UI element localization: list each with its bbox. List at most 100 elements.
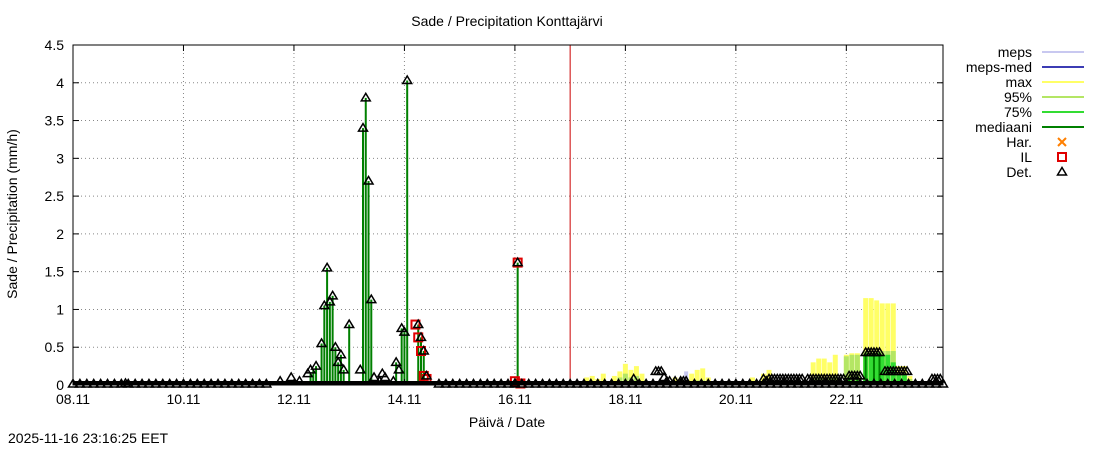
det-marker	[87, 378, 100, 388]
det-marker	[923, 378, 936, 388]
det-marker	[337, 363, 350, 374]
det-marker	[812, 378, 825, 388]
det-marker	[362, 175, 375, 185]
timestamp: 2025-11-16 23:16:25 EET	[8, 430, 169, 446]
det-marker	[310, 360, 322, 370]
det-marker	[184, 378, 197, 388]
det-markers	[67, 74, 949, 388]
det-marker	[536, 378, 549, 388]
y-tick-label: 2.5	[45, 188, 65, 204]
plot-frame	[72, 44, 944, 386]
det-marker	[585, 378, 597, 388]
det-marker	[833, 378, 846, 388]
max-bar	[874, 300, 880, 385]
det-marker	[401, 74, 414, 85]
det-marker	[163, 378, 176, 388]
p75-bar	[879, 354, 885, 385]
det-marker	[796, 372, 808, 383]
det-marker	[854, 378, 866, 388]
x-tick-label: 10.11	[166, 391, 200, 407]
median-bar	[878, 352, 881, 385]
median-bar	[362, 128, 364, 385]
det-marker	[446, 378, 459, 388]
grid-lines	[72, 44, 943, 386]
det-marker	[415, 331, 427, 342]
median-bar	[315, 366, 318, 385]
median-bar	[342, 369, 345, 385]
det-marker	[246, 378, 259, 388]
tick-labels: 0 0.5 1 1.5 2 2.5 3 3.5 4 4.5 08.11 10.11 12.11 14.11…	[45, 37, 864, 407]
det-marker	[702, 378, 715, 388]
median-bar	[364, 97, 367, 385]
det-marker	[888, 378, 901, 388]
det-marker	[805, 378, 818, 388]
max-bar	[816, 358, 822, 385]
det-marker	[640, 378, 652, 388]
det-marker	[709, 378, 721, 388]
chart-title: Sade / Precipitation Konttajärvi	[411, 13, 602, 29]
max-bar	[868, 298, 874, 385]
det-marker	[460, 378, 473, 388]
det-marker	[379, 371, 391, 382]
det-marker	[875, 378, 887, 388]
p75-bar	[901, 373, 907, 385]
det-marker	[716, 378, 728, 388]
median-bar	[400, 328, 403, 385]
det-marker	[324, 295, 336, 306]
det-marker	[750, 378, 763, 388]
det-marker	[771, 378, 784, 388]
det-marker	[177, 378, 190, 388]
il-marker	[410, 319, 421, 330]
det-marker	[826, 378, 839, 388]
det-marker	[219, 378, 231, 388]
max-bar	[700, 368, 706, 385]
x-tick-label: 18.11	[608, 391, 642, 407]
det-marker	[550, 378, 563, 388]
median-bar	[395, 362, 398, 385]
det-marker	[285, 371, 298, 382]
det-marker	[94, 378, 107, 388]
det-marker	[412, 318, 425, 329]
det-marker	[669, 375, 681, 385]
max-bar	[879, 303, 885, 385]
det-marker	[502, 378, 514, 388]
det-marker	[799, 378, 811, 388]
median-bars	[309, 80, 881, 385]
median-bar	[348, 324, 351, 385]
legend-label-meps_med: meps-med	[966, 59, 1032, 75]
det-marker	[417, 345, 430, 355]
y-tick-label: 3	[56, 150, 64, 166]
det-marker	[67, 378, 79, 388]
det-marker	[511, 256, 524, 267]
det-marker	[495, 378, 507, 388]
det-marker	[365, 293, 378, 304]
det-marker	[930, 378, 942, 388]
det-marker	[474, 378, 487, 388]
det-marker	[80, 378, 93, 388]
det-marker	[293, 375, 306, 385]
x-tick-label: 14.11	[387, 391, 421, 407]
det-marker	[819, 378, 832, 388]
det-marker	[633, 378, 646, 388]
y-tick-label: 2	[56, 226, 64, 242]
det-marker	[433, 378, 445, 388]
det-marker	[647, 378, 659, 388]
det-marker	[868, 378, 880, 388]
det-marker	[143, 378, 155, 388]
det-marker	[934, 372, 947, 383]
det-marker	[390, 356, 402, 367]
det-marker	[529, 378, 542, 388]
det-marker	[663, 375, 676, 385]
det-marker	[515, 378, 528, 388]
legend-label-det: Det.	[1006, 164, 1032, 180]
legend-swatch-il	[1057, 152, 1067, 162]
det-marker	[605, 378, 618, 388]
det-marker	[571, 378, 583, 388]
median-bar	[323, 305, 326, 385]
y-tick-label: 1	[56, 301, 64, 317]
legend-swatch-det	[1056, 166, 1068, 176]
max-bar	[885, 303, 891, 385]
median-bar	[331, 295, 334, 385]
det-marker	[730, 378, 742, 388]
